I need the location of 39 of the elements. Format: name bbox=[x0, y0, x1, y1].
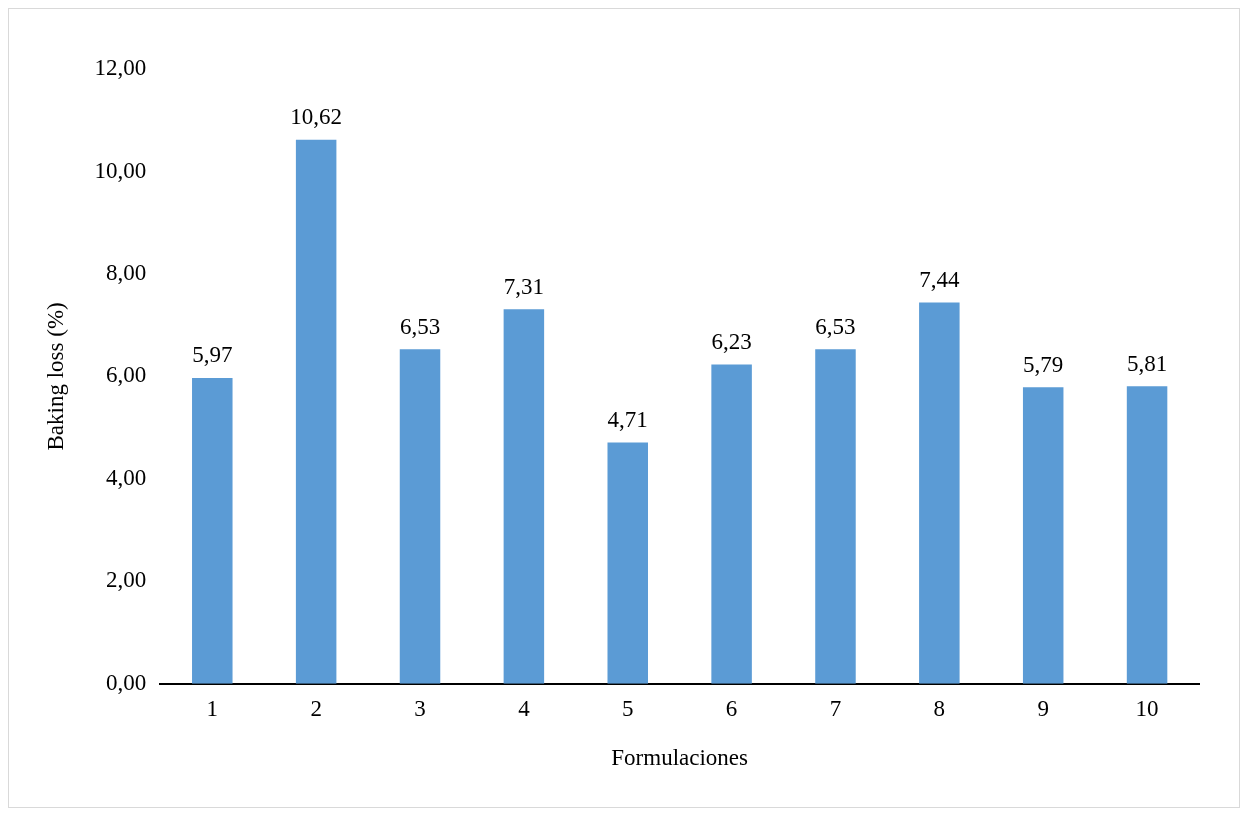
data-label: 6,53 bbox=[815, 313, 856, 339]
bar bbox=[295, 139, 337, 684]
data-label: 5,79 bbox=[1023, 351, 1064, 377]
y-tick-label: 0,00 bbox=[106, 669, 147, 695]
x-tick-label: 3 bbox=[414, 695, 426, 721]
y-tick-label: 12,00 bbox=[94, 55, 147, 81]
x-tick-label: 9 bbox=[1037, 695, 1049, 721]
data-label: 7,44 bbox=[919, 267, 960, 293]
x-tick-label: 2 bbox=[310, 695, 322, 721]
bar bbox=[503, 309, 545, 684]
x-tick-label: 10 bbox=[1135, 695, 1159, 721]
bar bbox=[815, 349, 856, 684]
y-tick-label: 8,00 bbox=[106, 259, 147, 285]
x-tick-label: 7 bbox=[829, 695, 842, 721]
data-label: 6,53 bbox=[399, 313, 441, 339]
x-tick-label: 4 bbox=[518, 695, 531, 721]
x-axis-title: Formulaciones bbox=[611, 745, 749, 771]
data-label: 5,97 bbox=[192, 342, 233, 368]
y-axis-title: Baking loss (%) bbox=[42, 302, 68, 451]
x-tick-label: 6 bbox=[725, 695, 738, 721]
data-label: 4,71 bbox=[607, 407, 648, 433]
x-tick-label: 8 bbox=[933, 695, 946, 721]
bar bbox=[711, 364, 752, 684]
y-tick-label: 6,00 bbox=[106, 362, 147, 388]
data-label: 7,31 bbox=[503, 273, 544, 299]
x-tick-label: 1 bbox=[206, 695, 219, 721]
y-tick-label: 10,00 bbox=[94, 157, 147, 183]
bar bbox=[192, 377, 233, 684]
y-tick-label: 4,00 bbox=[106, 464, 147, 490]
x-tick-label: 5 bbox=[621, 695, 634, 721]
bar bbox=[1022, 387, 1064, 684]
bar bbox=[399, 349, 441, 684]
data-label: 6,23 bbox=[711, 329, 752, 355]
bar bbox=[607, 442, 648, 684]
bar bbox=[1126, 386, 1168, 684]
data-label: 5,81 bbox=[1126, 350, 1168, 376]
y-tick-label: 2,00 bbox=[106, 567, 147, 593]
data-label: 10,62 bbox=[290, 104, 343, 130]
bar bbox=[919, 302, 960, 684]
